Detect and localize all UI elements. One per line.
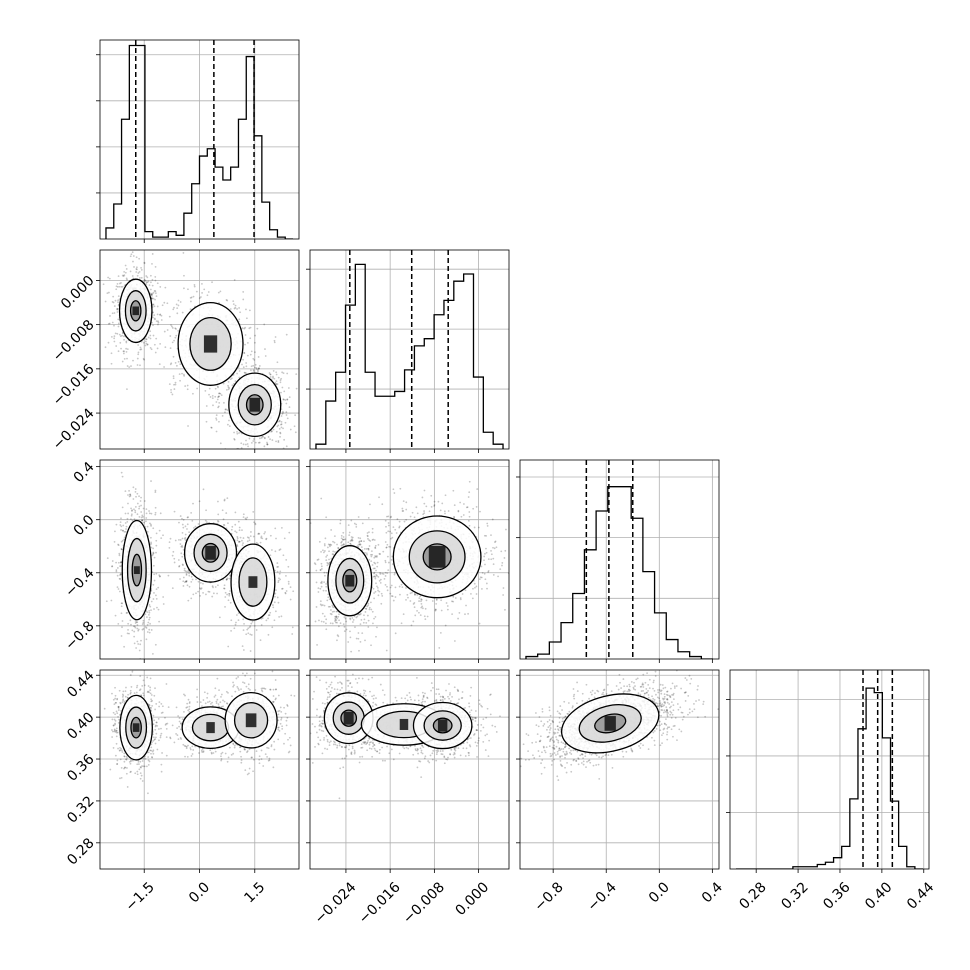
- x-tick-label: −0.4: [584, 879, 619, 914]
- density-peak: [345, 574, 355, 587]
- density-panel: 0.4 0.0 −0.4 −0.8: [516, 669, 726, 915]
- density-peak: [437, 719, 448, 732]
- y-tick-label: −0.016: [50, 361, 98, 409]
- histogram-step: [105, 44, 294, 239]
- x-tick-label: 0.28: [736, 879, 769, 912]
- density-peak: [604, 716, 616, 731]
- x-tick-label: 0.36: [820, 879, 853, 912]
- y-tick-label: −0.8: [62, 618, 97, 653]
- density-peak: [206, 722, 215, 734]
- x-tick-label: 0.44: [904, 879, 937, 912]
- x-tick-label: 0.0: [646, 879, 673, 906]
- density-peak: [132, 723, 140, 732]
- density-peak: [205, 545, 216, 560]
- y-tick-label: 0.44: [64, 668, 97, 701]
- x-tick-label: −0.8: [531, 879, 566, 914]
- x-tick-label: 0.32: [778, 879, 811, 912]
- y-tick-label: 0.28: [64, 835, 97, 868]
- y-tick-label: 0.40: [64, 709, 97, 742]
- y-tick-label: −0.024: [50, 405, 98, 453]
- x-tick-label: −1.5: [122, 879, 157, 914]
- density-peak: [428, 545, 446, 568]
- histogram-panel: [96, 39, 300, 243]
- density-peak: [249, 397, 261, 412]
- density-panel: [306, 459, 510, 663]
- histogram-panel: 0.28 0.32 0.36 0.40 0.44: [726, 669, 937, 913]
- y-tick-label: 0.4: [71, 459, 98, 486]
- density-peak: [203, 335, 218, 353]
- x-tick-label: −0.016: [356, 879, 404, 927]
- density-peak: [245, 713, 257, 728]
- x-tick-label: −0.008: [400, 879, 448, 927]
- density-panel: −1.5 0.0 1.5 0.28 0.32 0.36 0.40 0.44: [64, 668, 300, 915]
- y-tick-label: 0.000: [58, 273, 98, 313]
- x-tick-label: 1.5: [241, 879, 268, 906]
- y-tick-label: 0.36: [64, 751, 97, 784]
- x-tick-label: −0.024: [312, 879, 360, 927]
- y-tick-label: −0.008: [50, 317, 98, 365]
- histogram-panel: [306, 249, 510, 453]
- y-tick-label: 0.32: [64, 793, 97, 826]
- density-peak: [343, 711, 354, 725]
- y-tick-label: −0.4: [62, 565, 97, 600]
- x-tick-label: 0.4: [699, 879, 726, 906]
- x-tick-label: 0.0: [186, 879, 213, 906]
- x-tick-label: 0.000: [453, 879, 493, 919]
- density-peak: [248, 576, 258, 588]
- density-peak: [132, 306, 140, 316]
- y-tick-label: 0.0: [71, 512, 98, 539]
- density-peak: [133, 566, 140, 575]
- histogram-step: [525, 486, 714, 659]
- histogram-panel: [516, 459, 720, 663]
- x-tick-label: 0.40: [862, 879, 895, 912]
- density-peak: [399, 718, 409, 730]
- density-panel: 0.4 0.0 −0.4 −0.8: [62, 459, 300, 663]
- histogram-step: [315, 263, 504, 449]
- histogram-step: [735, 687, 924, 869]
